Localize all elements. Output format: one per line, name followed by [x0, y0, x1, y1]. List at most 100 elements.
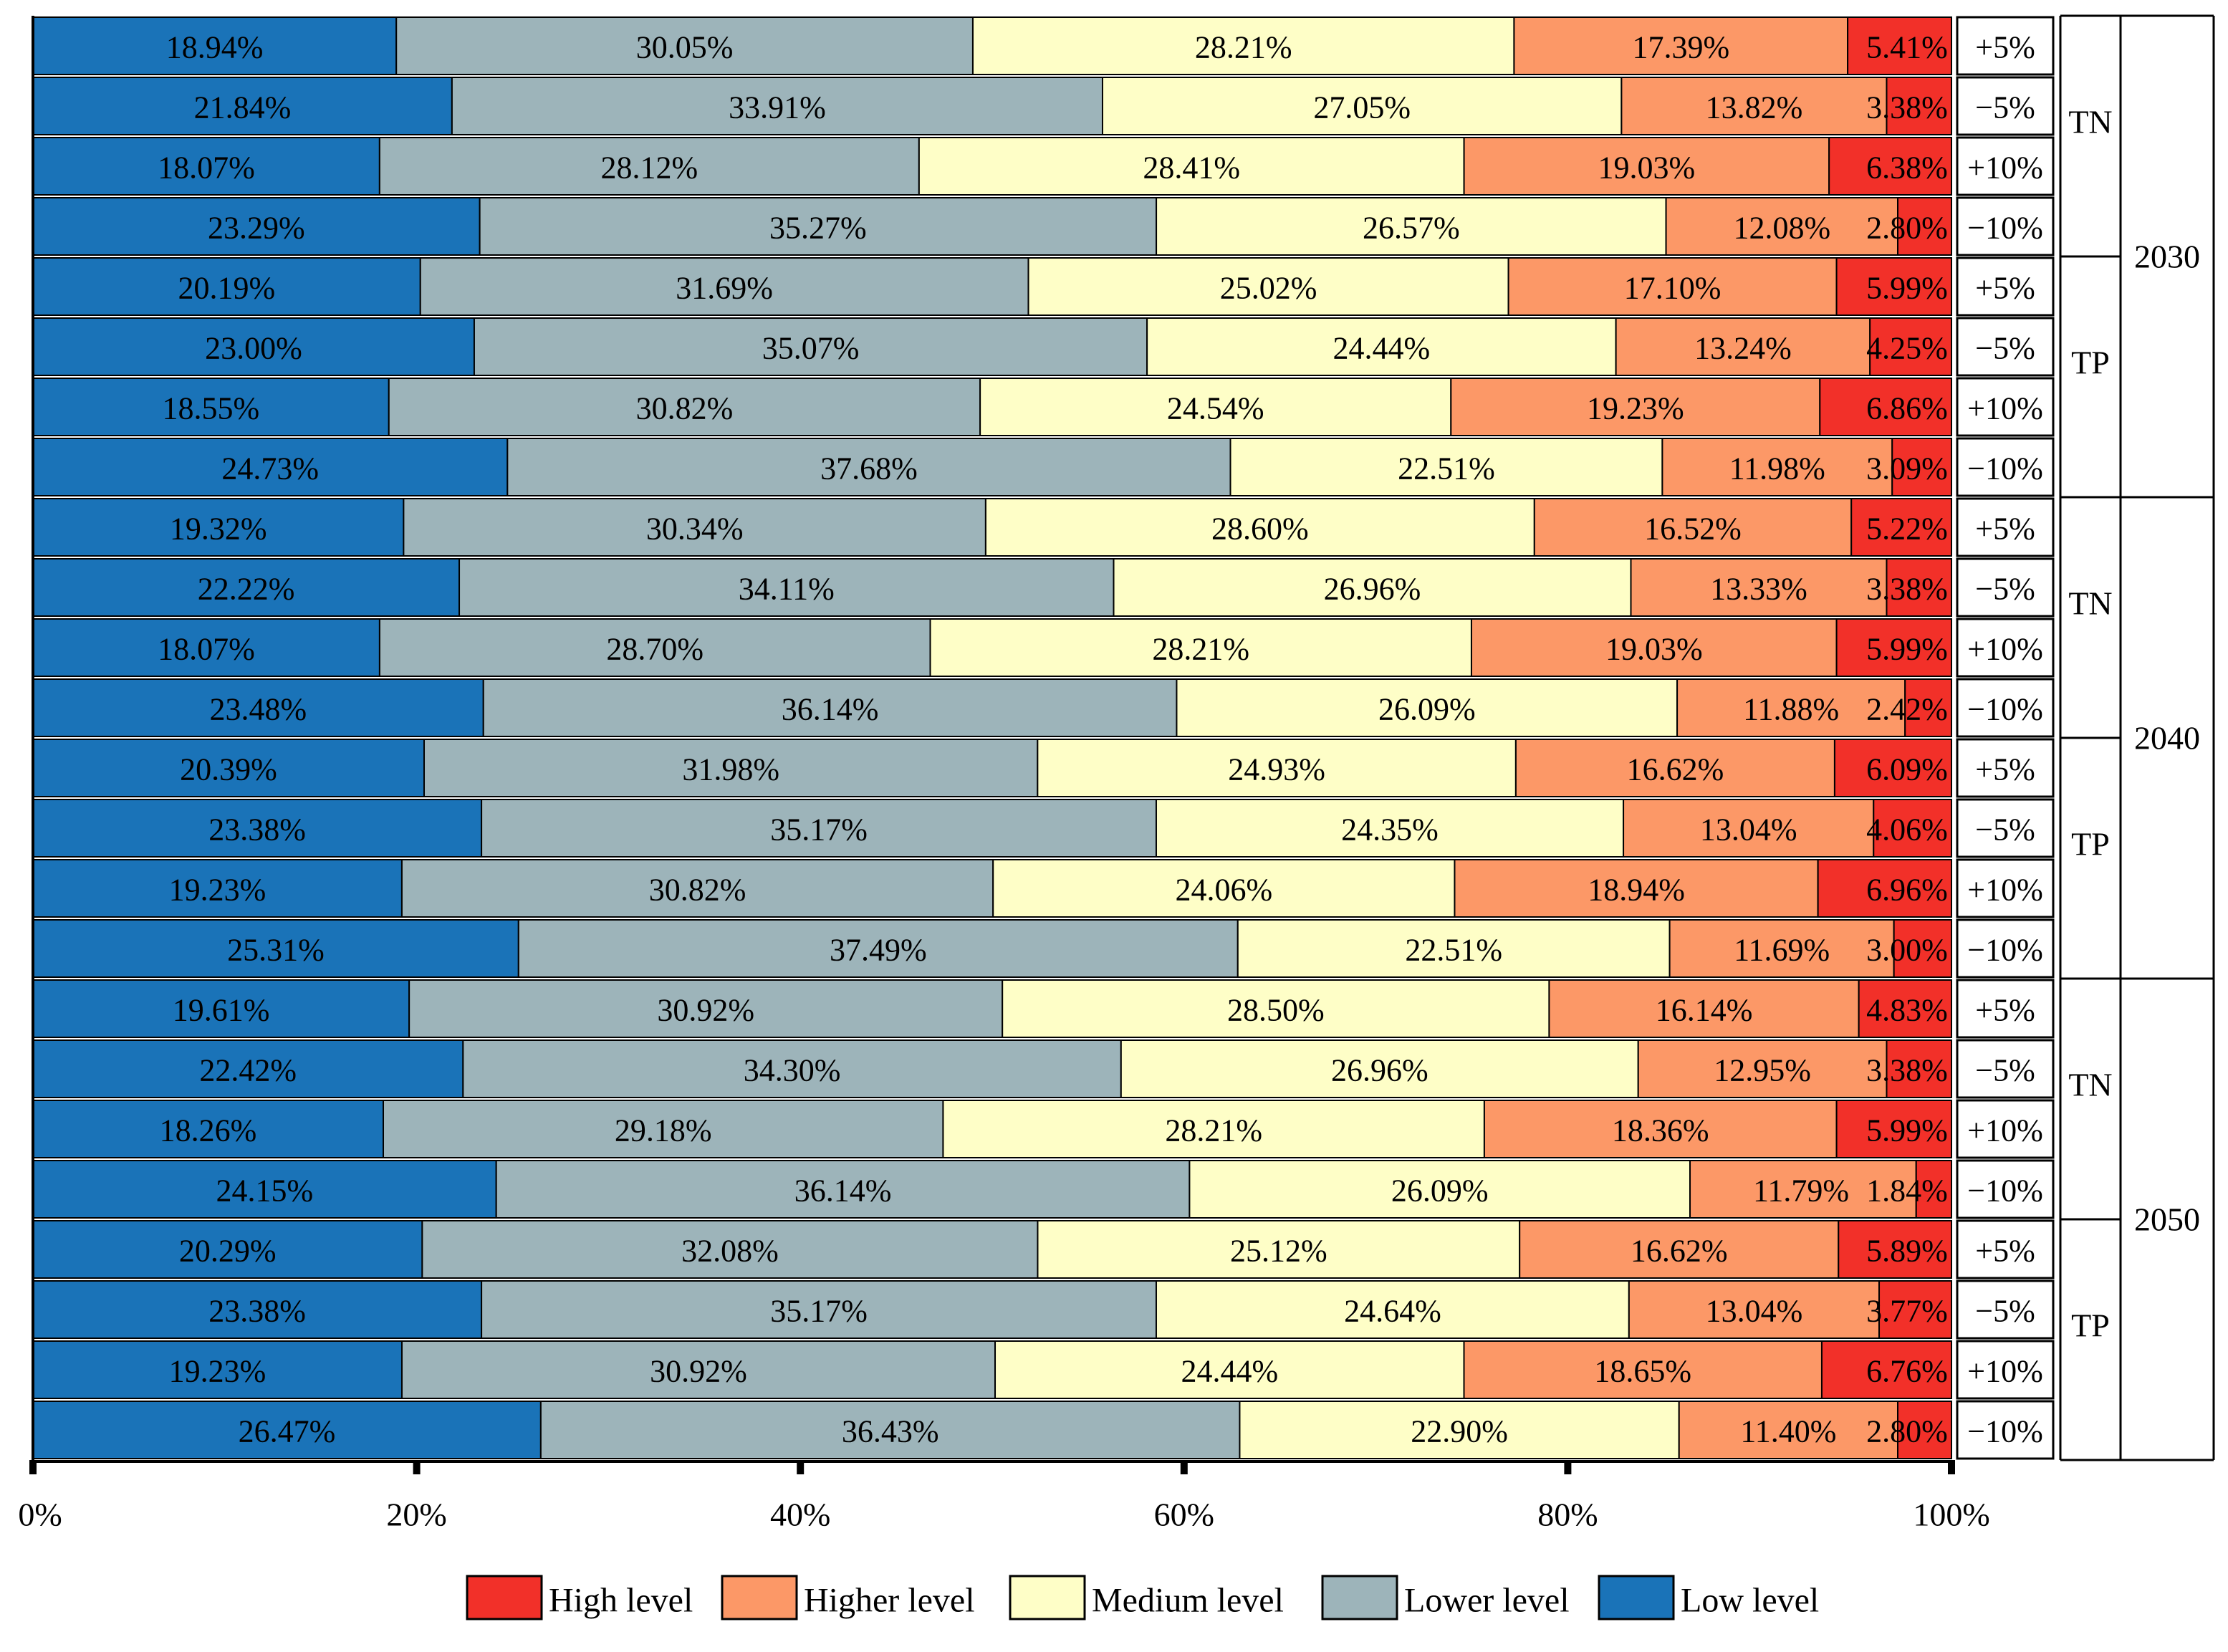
- scenario-label-2040-tn-plus5pct: +5%: [1975, 512, 2035, 547]
- bar-segment-high-level-2040-tp-plus5pct: [1833, 739, 1952, 797]
- bar-segment-high-level-2050-tn-minus10pct: [1915, 1160, 1953, 1219]
- bar-segment-higher-level-2040-tn-plus10pct: [1470, 618, 1838, 677]
- bar-segment-low-level-2030-tp-minus5pct: [32, 317, 475, 376]
- legend-swatch-low-level: [1598, 1575, 1675, 1620]
- group-label-2030-tp: TP: [2071, 345, 2110, 381]
- scenario-label-2030-tn-plus10pct: +10%: [1967, 150, 2042, 186]
- bar-segment-high-level-2030-tn-minus10pct: [1897, 197, 1952, 256]
- scenario-label-2050-tn-minus5pct: −5%: [1975, 1053, 2035, 1088]
- scenario-label-2050-tn-plus5pct: +5%: [1975, 993, 2035, 1028]
- bar-segment-high-level-2030-tn-plus5pct: [1847, 16, 1952, 75]
- data-label-medium-level-2050-tn-minus10pct: 26.09%: [1391, 1173, 1489, 1209]
- bar-segment-higher-level-2050-tn-plus10pct: [1483, 1100, 1838, 1158]
- scenario-box-2030-tn-minus10pct: [1956, 196, 2055, 256]
- data-label-lower-level-2040-tp-minus10pct: 37.49%: [830, 933, 927, 968]
- data-label-high-level-2050-tp-plus5pct: 5.89%: [1866, 1234, 1948, 1269]
- data-label-low-level-2030-tp-plus5pct: 20.19%: [178, 271, 276, 306]
- x-tick-label-2: 40%: [770, 1497, 830, 1533]
- scenario-label-2030-tp-minus5pct: −5%: [1975, 331, 2035, 366]
- scenario-box-2050-tp-minus5pct: [1956, 1279, 2055, 1340]
- scenario-box-2050-tp-minus10pct: [1956, 1400, 2055, 1460]
- data-label-low-level-2040-tn-plus10pct: 18.07%: [158, 632, 255, 667]
- scenario-label-2030-tn-plus5pct: +5%: [1975, 30, 2035, 65]
- bar-segment-higher-level-2040-tp-minus10pct: [1668, 919, 1895, 978]
- data-label-low-level-2040-tn-plus5pct: 19.32%: [170, 512, 267, 547]
- data-label-high-level-2040-tn-plus5pct: 5.22%: [1866, 512, 1948, 547]
- bar-segment-medium-level-2040-tn-plus5pct: [984, 498, 1535, 557]
- data-label-lower-level-2040-tn-minus10pct: 36.14%: [782, 692, 879, 727]
- bar-segment-lower-level-2050-tn-minus10pct: [495, 1160, 1191, 1219]
- scenario-label-2040-tn-minus5pct: −5%: [1975, 572, 2035, 607]
- data-label-low-level-2040-tp-plus5pct: 20.39%: [180, 752, 277, 787]
- x-tick-label-3: 60%: [1154, 1497, 1214, 1533]
- bar-segment-medium-level-2050-tn-plus10pct: [942, 1100, 1485, 1158]
- bar-segment-low-level-2050-tn-minus10pct: [32, 1160, 497, 1219]
- data-label-lower-level-2030-tn-plus5pct: 30.05%: [636, 30, 734, 65]
- data-label-higher-level-2040-tp-plus5pct: 16.62%: [1627, 752, 1724, 787]
- data-label-low-level-2050-tn-plus10pct: 18.26%: [160, 1113, 257, 1148]
- scenario-box-2040-tp-minus10pct: [1956, 918, 2055, 979]
- bar-segment-higher-level-2040-tn-minus10pct: [1676, 678, 1906, 737]
- data-label-higher-level-2040-tp-minus5pct: 13.04%: [1700, 812, 1797, 847]
- bar-segment-low-level-2040-tp-minus10pct: [32, 919, 519, 978]
- data-label-lower-level-2030-tp-minus5pct: 35.07%: [762, 331, 860, 366]
- scenario-label-2040-tp-plus5pct: +5%: [1975, 752, 2035, 787]
- data-label-lower-level-2040-tn-plus5pct: 30.34%: [646, 512, 744, 547]
- data-label-medium-level-2030-tp-minus5pct: 24.44%: [1333, 331, 1431, 366]
- bar-segment-higher-level-2030-tp-plus10pct: [1450, 378, 1821, 436]
- data-label-higher-level-2030-tp-plus5pct: 17.10%: [1624, 271, 1722, 306]
- x-tick-label-5: 100%: [1913, 1497, 1989, 1533]
- bar-segment-medium-level-2050-tn-minus5pct: [1120, 1039, 1639, 1098]
- legend-swatch-lower-level: [1321, 1575, 1398, 1620]
- bar-segment-high-level-2050-tp-plus5pct: [1838, 1220, 1953, 1279]
- bar-segment-medium-level-2030-tp-minus10pct: [1229, 438, 1663, 496]
- bar-segment-medium-level-2030-tp-plus5pct: [1027, 257, 1509, 316]
- bar-segment-low-level-2040-tp-plus10pct: [32, 859, 403, 918]
- bar-segment-higher-level-2030-tn-minus10pct: [1665, 197, 1899, 256]
- data-label-lower-level-2040-tp-minus5pct: 35.17%: [770, 812, 868, 847]
- bar-segment-high-level-2030-tp-plus5pct: [1835, 257, 1953, 316]
- bar-segment-lower-level-2030-tn-plus10pct: [378, 137, 920, 196]
- bar-segment-higher-level-2030-tn-minus5pct: [1620, 77, 1888, 135]
- data-label-higher-level-2030-tp-minus5pct: 13.24%: [1694, 331, 1792, 366]
- data-label-higher-level-2040-tn-plus10pct: 19.03%: [1605, 632, 1703, 667]
- data-label-high-level-2030-tp-minus5pct: 4.25%: [1866, 331, 1948, 366]
- year-label-2050: 2050: [2134, 1201, 2200, 1238]
- data-label-higher-level-2050-tn-minus10pct: 11.79%: [1753, 1173, 1849, 1209]
- bar-segment-higher-level-2050-tn-plus5pct: [1548, 979, 1860, 1038]
- bar-segment-higher-level-2040-tp-plus5pct: [1514, 739, 1835, 797]
- data-label-higher-level-2030-tn-plus10pct: 19.03%: [1598, 150, 1696, 186]
- data-label-low-level-2030-tn-minus5pct: 21.84%: [194, 90, 292, 125]
- data-label-higher-level-2030-tp-plus10pct: 19.23%: [1587, 391, 1684, 426]
- scenario-box-2030-tp-minus5pct: [1956, 317, 2055, 377]
- data-label-medium-level-2050-tp-plus5pct: 25.12%: [1230, 1234, 1327, 1269]
- data-label-lower-level-2030-tn-minus10pct: 35.27%: [769, 211, 867, 246]
- bar-segment-medium-level-2050-tn-minus10pct: [1189, 1160, 1691, 1219]
- bar-segment-medium-level-2050-tn-plus5pct: [1002, 979, 1550, 1038]
- bar-segment-high-level-2030-tn-plus10pct: [1828, 137, 1952, 196]
- bar-segment-high-level-2040-tp-plus10pct: [1817, 859, 1953, 918]
- data-label-higher-level-2040-tp-minus10pct: 11.69%: [1734, 933, 1830, 968]
- scenario-box-2050-tn-plus10pct: [1956, 1099, 2055, 1159]
- bar-segment-higher-level-2030-tp-plus5pct: [1507, 257, 1838, 316]
- bar-segment-medium-level-2030-tn-minus5pct: [1101, 77, 1623, 135]
- data-label-low-level-2030-tp-minus10pct: 24.73%: [221, 451, 319, 486]
- data-label-higher-level-2030-tp-minus10pct: 11.98%: [1729, 451, 1825, 486]
- scenario-box-2030-tn-plus10pct: [1956, 136, 2055, 196]
- scenario-label-2040-tn-plus10pct: +10%: [1967, 632, 2042, 667]
- bar-segment-high-level-2050-tp-plus10pct: [1820, 1340, 1953, 1399]
- legend-label-higher-level: Higher level: [804, 1582, 975, 1620]
- data-label-medium-level-2030-tn-minus10pct: 26.57%: [1363, 211, 1460, 246]
- bar-segment-lower-level-2050-tn-plus5pct: [408, 979, 1004, 1038]
- data-label-high-level-2040-tp-minus5pct: 4.06%: [1866, 812, 1948, 847]
- group-label-2050-tn: TN: [2068, 1067, 2112, 1103]
- data-label-lower-level-2040-tn-minus5pct: 34.11%: [739, 572, 835, 607]
- legend-swatch-higher-level: [721, 1575, 798, 1620]
- data-label-low-level-2050-tp-minus10pct: 26.47%: [239, 1414, 336, 1449]
- bar-segment-low-level-2040-tn-plus10pct: [32, 618, 380, 677]
- data-label-lower-level-2040-tp-plus5pct: 31.98%: [682, 752, 779, 787]
- bar-segment-low-level-2030-tn-minus10pct: [32, 197, 481, 256]
- bar-segment-low-level-2050-tn-plus10pct: [32, 1100, 385, 1158]
- bar-segment-high-level-2040-tn-plus10pct: [1835, 618, 1953, 677]
- bar-segment-medium-level-2030-tn-minus10pct: [1156, 197, 1667, 256]
